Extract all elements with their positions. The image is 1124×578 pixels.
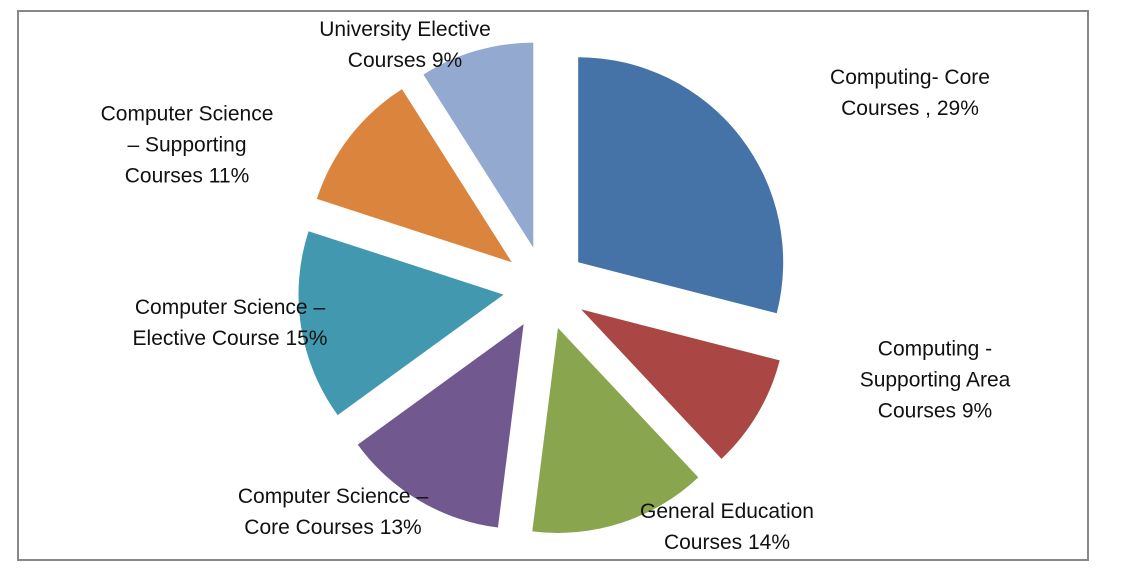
pie-slice	[298, 231, 504, 416]
value-label: 14%	[748, 531, 791, 554]
pie-slice	[578, 57, 784, 314]
pie-slice	[423, 42, 534, 248]
category-label: Computing- Core Courses ,	[830, 66, 990, 120]
value-label: 9%	[961, 399, 993, 423]
category-label: Computer Science – Supporting Courses	[100, 102, 274, 188]
pie-slice	[581, 309, 780, 459]
data-label: Computer Science – Core Courses 13%	[233, 481, 433, 543]
pie-slice	[316, 89, 512, 263]
category-label: University Elective Courses	[319, 18, 491, 72]
data-label: Computer Science – Elective Course 15%	[130, 292, 330, 354]
chart-frame	[17, 10, 1089, 561]
category-label: Computing - Supporting Area Courses	[859, 337, 1011, 423]
pie-slice	[357, 324, 524, 528]
value-label: 29%	[936, 97, 979, 120]
value-label: 11%	[208, 164, 250, 188]
value-label: 9%	[431, 49, 463, 72]
data-label: Computer Science – Supporting Courses 11…	[92, 99, 282, 192]
value-label: 15%	[285, 327, 328, 350]
category-label: Computer Science – Core Courses	[237, 485, 429, 539]
data-label: University Elective Courses 9%	[305, 14, 505, 76]
category-label: Computer Science – Elective Course	[132, 296, 326, 350]
data-label: Computing - Supporting Area Courses 9%	[845, 334, 1025, 427]
value-label: 13%	[379, 516, 422, 539]
pie-slice	[532, 327, 699, 533]
data-label: General Education Courses 14%	[622, 496, 832, 558]
data-label: Computing- Core Courses , 29%	[815, 62, 1005, 124]
category-label: General Education Courses	[640, 500, 814, 554]
